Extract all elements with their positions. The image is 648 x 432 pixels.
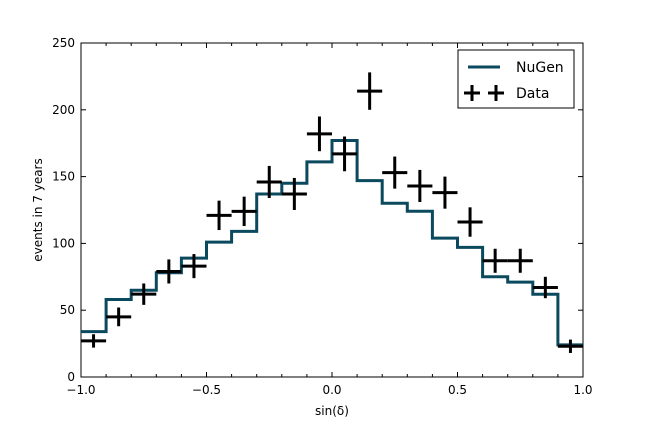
legend: NuGen Data — [457, 49, 575, 109]
y-tick-label: 50 — [60, 303, 75, 317]
data-point — [106, 307, 132, 327]
data-point — [357, 72, 383, 110]
x-axis-label: sin(δ) — [315, 404, 349, 418]
legend-box — [457, 49, 575, 109]
data-point — [131, 283, 157, 305]
data-point — [407, 169, 433, 202]
nugen-step-line — [81, 139, 583, 347]
x-tick-label: −0.5 — [192, 383, 221, 397]
data-point — [482, 248, 508, 273]
plot-area — [80, 42, 584, 378]
legend-label-data: Data — [516, 86, 549, 102]
data-point — [81, 334, 107, 348]
y-tick-label: 0 — [67, 370, 75, 384]
data-point — [332, 136, 358, 172]
data-point — [457, 207, 483, 237]
data-point — [507, 248, 533, 273]
data-point — [231, 196, 257, 227]
data-point — [256, 165, 282, 198]
y-tick-label: 150 — [52, 170, 75, 184]
ticks: −1.0 −0.5 0.0 0.5 1.0 0 50 100 150 200 250 — [52, 36, 592, 397]
legend-swatch-data — [464, 85, 504, 101]
data-point — [181, 254, 207, 279]
data-point — [557, 339, 583, 353]
data-point — [306, 116, 332, 152]
data-point — [281, 177, 307, 210]
data-point — [382, 156, 408, 189]
y-axis-label: events in 7 years — [31, 158, 45, 261]
x-tick-label: 0.5 — [448, 383, 467, 397]
y-tick-label: 250 — [52, 36, 75, 50]
x-tick-label: 0.0 — [322, 383, 341, 397]
y-tick-label: 200 — [52, 103, 75, 117]
x-tick-label: 1.0 — [573, 383, 592, 397]
data-point — [432, 176, 458, 209]
x-tick-label: −1.0 — [66, 383, 95, 397]
y-tick-label: 100 — [52, 236, 75, 250]
data-point — [156, 259, 182, 284]
data-point — [532, 276, 558, 299]
legend-label-nugen: NuGen — [516, 60, 564, 76]
data-point — [206, 200, 232, 231]
